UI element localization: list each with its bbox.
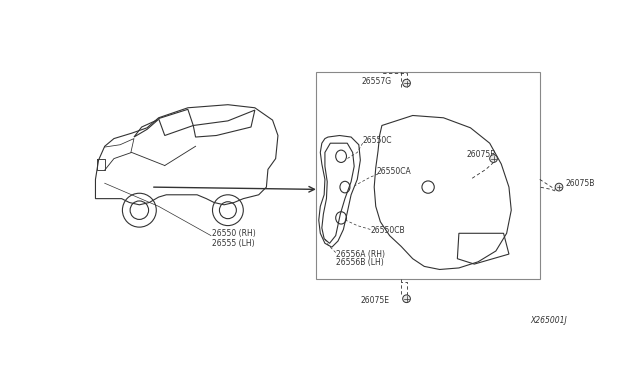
Text: 26550C: 26550C <box>363 137 392 145</box>
Circle shape <box>490 155 497 163</box>
Text: 26075B: 26075B <box>565 179 595 188</box>
Circle shape <box>403 295 410 302</box>
Text: 26075E: 26075E <box>360 296 390 305</box>
Text: X265001J: X265001J <box>530 316 566 325</box>
Circle shape <box>403 79 410 87</box>
Circle shape <box>555 183 563 191</box>
Text: 26075B: 26075B <box>467 150 496 159</box>
Text: 26556B (LH): 26556B (LH) <box>336 258 383 267</box>
Bar <box>316 71 540 279</box>
Text: 26550CB: 26550CB <box>371 227 405 235</box>
Text: 26550CA: 26550CA <box>376 167 412 176</box>
Text: 26557G: 26557G <box>361 77 391 86</box>
Text: 26556A (RH): 26556A (RH) <box>336 250 385 259</box>
Text: 26550 (RH): 26550 (RH) <box>212 229 256 238</box>
Text: 26555 (LH): 26555 (LH) <box>212 239 255 248</box>
